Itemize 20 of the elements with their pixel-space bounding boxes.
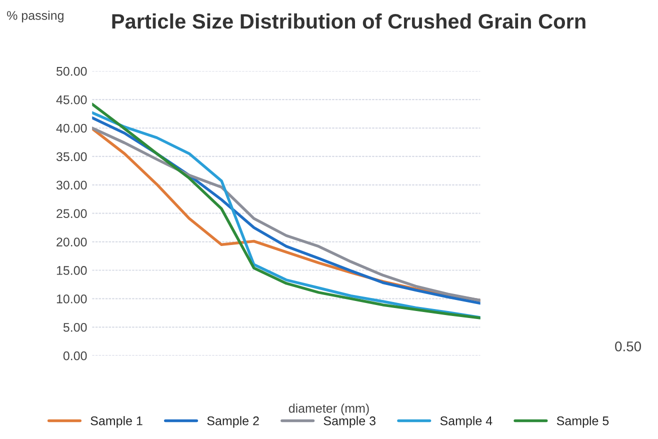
x-axis-title: diameter (mm) bbox=[288, 404, 369, 416]
legend-label: Sample 3 bbox=[324, 416, 376, 428]
text: 0.50 bbox=[615, 342, 642, 352]
y-tick-label: 0.00 bbox=[63, 351, 87, 360]
legend-label: Sample 4 bbox=[440, 416, 492, 428]
y-tick-label: 20.00 bbox=[56, 238, 87, 246]
y-tick-label: 15.00 bbox=[56, 266, 87, 275]
y-tick-label: 50.00 bbox=[56, 66, 87, 76]
legend-label: Sample 5 bbox=[556, 416, 609, 428]
y-tick-label: 10.00 bbox=[56, 294, 87, 304]
y-tick-label: 5.00 bbox=[63, 322, 87, 332]
chart-title: Particle Size Distribution of Crushed Grain Corn bbox=[112, 13, 586, 29]
y-tick-label: 30.00 bbox=[56, 180, 87, 190]
y-tick-label: 40.00 bbox=[56, 124, 87, 133]
y-tick-label: 45.00 bbox=[56, 95, 87, 104]
y-axis-title: % passing bbox=[7, 10, 64, 22]
legend-label: Sample 2 bbox=[207, 416, 259, 428]
y-tick-label: 25.00 bbox=[56, 209, 87, 218]
y-tick-label: 35.00 bbox=[56, 152, 87, 162]
legend-label: Sample 1 bbox=[90, 416, 142, 428]
